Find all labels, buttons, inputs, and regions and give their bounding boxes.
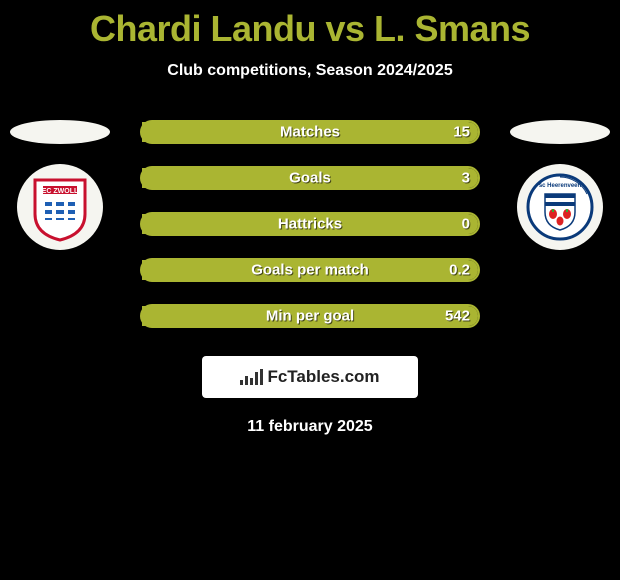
stat-label: Matches <box>280 124 340 141</box>
brand-label: FcTables.com <box>267 367 379 387</box>
stat-value-right: 3 <box>462 170 470 187</box>
pec-zwolle-icon: PEC ZWOLLE <box>25 172 95 242</box>
player-left-column: PEC ZWOLLE <box>10 120 110 250</box>
stat-value-right: 15 <box>453 124 470 141</box>
svg-text:sc Heerenveen: sc Heerenveen <box>539 183 582 189</box>
stat-label: Goals per match <box>251 262 369 279</box>
stat-row: Goals per match 0.2 <box>140 258 480 282</box>
stat-value-right: 0 <box>462 216 470 233</box>
stat-value-right: 0.2 <box>449 262 470 279</box>
stat-row: Matches 15 <box>140 120 480 144</box>
subtitle: Club competitions, Season 2024/2025 <box>0 62 620 80</box>
comparison-area: PEC ZWOLLE sc Heerenveen <box>0 120 620 328</box>
player-right-column: sc Heerenveen <box>510 120 610 250</box>
stat-row: Min per goal 542 <box>140 304 480 328</box>
stat-label: Min per goal <box>266 308 354 325</box>
player-right-avatar <box>510 120 610 144</box>
player-left-avatar <box>10 120 110 144</box>
sc-heerenveen-icon: sc Heerenveen <box>525 172 595 242</box>
date-label: 11 february 2025 <box>0 418 620 436</box>
brand-badge: FcTables.com <box>202 356 418 398</box>
stat-row: Goals 3 <box>140 166 480 190</box>
stats-list: Matches 15 Goals 3 Hattricks 0 Goals per match… <box>140 120 480 328</box>
brand-chart-icon <box>240 369 263 385</box>
svg-text:PEC ZWOLLE: PEC ZWOLLE <box>37 188 83 195</box>
club-logo-right: sc Heerenveen <box>517 164 603 250</box>
stat-label: Goals <box>289 170 331 187</box>
page-title: Chardi Landu vs L. Smans <box>0 0 620 50</box>
stat-row: Hattricks 0 <box>140 212 480 236</box>
club-logo-left: PEC ZWOLLE <box>17 164 103 250</box>
stat-value-right: 542 <box>445 308 470 325</box>
stat-label: Hattricks <box>278 216 342 233</box>
